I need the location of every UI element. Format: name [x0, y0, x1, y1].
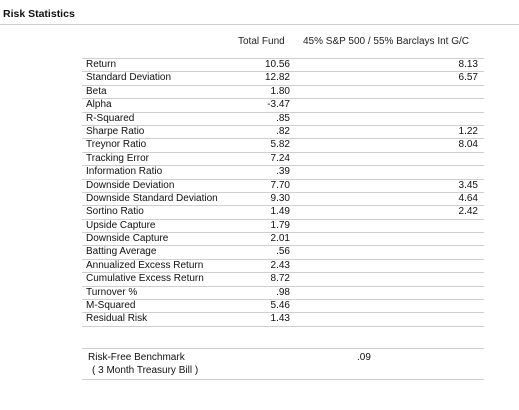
fund-value: 10.56	[264, 59, 290, 70]
fund-value: 1.43	[270, 313, 290, 325]
table-row: Downside Deviation 7.70 3.45	[82, 180, 484, 193]
fund-value: .98	[276, 286, 290, 298]
row-label: Downside Standard Deviation	[86, 192, 218, 204]
row-label: Residual Risk	[86, 313, 148, 325]
benchmark-value: 8.13	[458, 59, 478, 70]
fund-value: 1.79	[270, 219, 290, 231]
table-row: Turnover % .98	[82, 286, 484, 301]
risk-statistics-table: Return 10.56 8.13 Standard Deviation 12.…	[82, 58, 484, 327]
table-row: Treynor Ratio 5.82 8.04	[82, 139, 484, 153]
fund-value: 5.82	[270, 139, 290, 151]
row-label: Return	[86, 59, 117, 70]
table-row: Sharpe Ratio .82 1.22	[82, 125, 484, 140]
benchmark-value: 1.22	[458, 125, 478, 137]
table-row: Beta 1.80	[82, 85, 484, 100]
row-label: Standard Deviation	[86, 72, 172, 84]
row-label: Sortino Ratio	[86, 206, 144, 218]
row-label: Information Ratio	[86, 166, 163, 178]
benchmark-value: 3.45	[458, 179, 478, 191]
fund-value: .82	[276, 125, 290, 137]
fund-value: .39	[276, 166, 290, 178]
table-row: Sortino Ratio 1.49 2.42	[82, 206, 484, 220]
fund-value: 7.70	[270, 179, 290, 191]
fund-value: 7.24	[270, 152, 290, 164]
fund-value: 2.01	[270, 233, 290, 245]
page-title: Risk Statistics	[3, 8, 75, 20]
row-label: Treynor Ratio	[86, 139, 147, 151]
table-row: Batting Average .56	[82, 246, 484, 260]
table-row: Tracking Error 7.24	[82, 152, 484, 167]
row-label: Sharpe Ratio	[86, 125, 145, 137]
table-row: Downside Capture 2.01	[82, 233, 484, 247]
row-label: Beta	[86, 85, 107, 97]
table-row: Cumulative Excess Return 8.72	[82, 273, 484, 287]
row-label: Batting Average	[86, 246, 157, 258]
row-label: Tracking Error	[86, 152, 149, 164]
fund-value: -3.47	[267, 99, 290, 111]
row-label: Downside Capture	[86, 233, 169, 245]
benchmark-value: 8.04	[458, 139, 478, 151]
title-divider	[0, 24, 519, 25]
fund-value: 2.43	[270, 259, 290, 271]
risk-free-sublabel: ( 3 Month Treasury Bill )	[92, 365, 199, 376]
table-row: Residual Risk 1.43	[82, 313, 484, 327]
benchmark-value: 6.57	[458, 72, 478, 84]
column-header-fund: Total Fund	[238, 36, 285, 47]
row-label: Cumulative Excess Return	[86, 273, 204, 285]
fund-value: 5.46	[270, 300, 290, 312]
fund-value: 12.82	[264, 72, 290, 84]
table-row: Return 10.56 8.13	[82, 58, 484, 73]
row-label: M-Squared	[86, 300, 136, 312]
row-label: Turnover %	[86, 286, 138, 298]
risk-free-benchmark-row: Risk-Free Benchmark ( 3 Month Treasury B…	[82, 348, 484, 380]
row-label: Alpha	[86, 99, 112, 111]
table-row: Information Ratio .39	[82, 166, 484, 180]
column-header-benchmark: 45% S&P 500 / 55% Barclays Int G/C	[303, 36, 470, 47]
fund-value: 9.30	[270, 192, 290, 204]
row-label: Downside Deviation	[86, 179, 175, 191]
table-row: Downside Standard Deviation 9.30 4.64	[82, 192, 484, 207]
row-label: Annualized Excess Return	[86, 259, 204, 271]
fund-value: .56	[276, 246, 290, 258]
risk-free-value: .09	[357, 352, 371, 363]
row-label: Upside Capture	[86, 219, 156, 231]
fund-value: 1.49	[270, 206, 290, 218]
benchmark-value: 4.64	[458, 192, 478, 204]
fund-value: .85	[276, 112, 290, 124]
fund-value: 8.72	[270, 273, 290, 285]
row-label: R-Squared	[86, 112, 135, 124]
table-row: R-Squared .85	[82, 113, 484, 126]
table-row: Upside Capture 1.79	[82, 219, 484, 234]
risk-free-label: Risk-Free Benchmark	[88, 352, 185, 363]
fund-value: 1.80	[270, 85, 290, 97]
table-row: Standard Deviation 12.82 6.57	[82, 72, 484, 86]
table-row: Alpha -3.47	[82, 99, 484, 113]
benchmark-value: 2.42	[458, 206, 478, 218]
table-row: Annualized Excess Return 2.43	[82, 259, 484, 274]
table-row: M-Squared 5.46	[82, 300, 484, 314]
